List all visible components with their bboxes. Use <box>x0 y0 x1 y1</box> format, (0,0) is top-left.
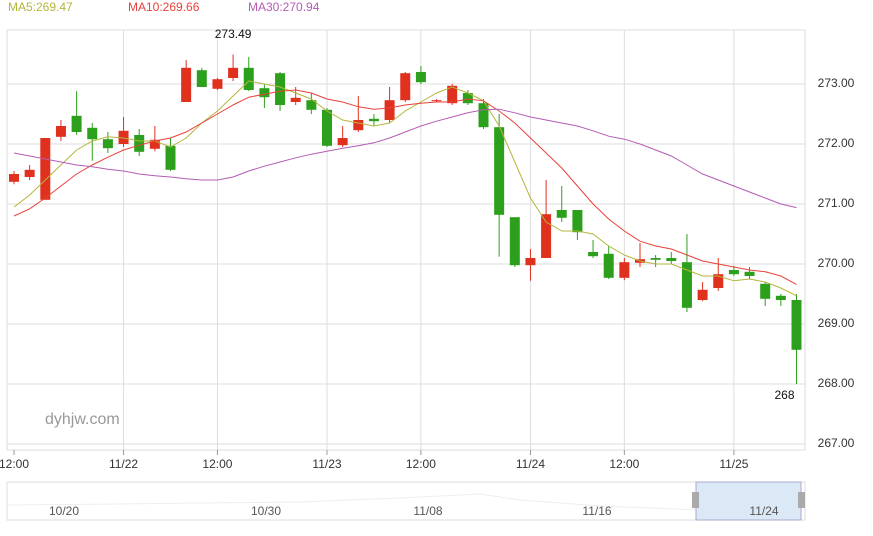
x-tick-label: 12:00 <box>609 457 639 471</box>
legend-entry: MA5:269.47 <box>8 0 73 14</box>
candle-body <box>494 127 505 215</box>
x-tick-label: 12:00 <box>406 457 436 471</box>
x-tick-label: 12:00 <box>0 457 29 471</box>
navigator-handle[interactable] <box>798 492 805 508</box>
candle-body <box>212 79 223 89</box>
candle-body <box>55 126 66 137</box>
x-tick-label: 11/24 <box>516 457 545 471</box>
candle-body <box>415 72 426 83</box>
candle-body <box>572 210 583 233</box>
ma-line <box>13 89 797 285</box>
navigator-handle[interactable] <box>692 492 699 508</box>
candle-body <box>337 138 348 146</box>
candle-body <box>588 252 599 257</box>
x-tick-label: 12:00 <box>202 457 232 471</box>
candle-body <box>713 274 724 288</box>
candle-body <box>353 120 364 131</box>
candle-body <box>259 88 270 98</box>
candle-body <box>681 262 692 308</box>
candle-body <box>478 103 489 128</box>
navigator-label: 10/30 <box>251 504 281 518</box>
navigator <box>6 481 806 521</box>
navigator-label: 11/24 <box>749 504 778 518</box>
ma-line <box>13 108 797 209</box>
legend-entry: MA30:270.94 <box>248 0 320 14</box>
x-tick-label: 11/23 <box>312 457 341 471</box>
y-tick-label: 267.00 <box>818 436 855 450</box>
candle-body <box>462 93 473 104</box>
navigator-line <box>6 493 801 515</box>
candle-body <box>744 271 755 276</box>
candle-body <box>9 174 19 182</box>
x-tick-label: 11/22 <box>109 457 138 471</box>
candle-body <box>228 67 239 78</box>
y-tick-label: 269.00 <box>818 316 855 330</box>
candle-body <box>447 85 458 104</box>
navigator-label: 11/16 <box>582 504 611 518</box>
candle-body <box>306 100 317 110</box>
legend-entry: MA10:269.66 <box>128 0 200 14</box>
candle-body <box>384 100 395 120</box>
candle-body <box>697 289 708 300</box>
navigator-label: 11/08 <box>413 504 442 518</box>
candle-body <box>149 139 160 149</box>
navigator-label: 10/20 <box>49 504 79 518</box>
candle-body <box>431 100 442 102</box>
watermark: dyhjw.com <box>45 411 120 428</box>
candle-body <box>541 214 552 258</box>
candle-body <box>525 258 536 266</box>
candle-body <box>666 258 677 261</box>
y-tick-label: 268.00 <box>818 376 855 390</box>
candle-body <box>400 73 411 101</box>
candle-body <box>87 127 98 140</box>
y-tick-label: 270.00 <box>818 256 855 270</box>
candle-body <box>196 70 207 87</box>
candle-body <box>290 97 301 102</box>
candle-body <box>760 283 771 299</box>
candle-body <box>728 270 739 275</box>
candle-body <box>275 73 286 105</box>
candle-body <box>322 109 332 146</box>
candle-body <box>775 295 786 300</box>
x-tick-label: 11/25 <box>719 457 748 471</box>
candle-body <box>102 139 113 149</box>
candle-body <box>40 138 51 200</box>
candle-body <box>118 130 129 144</box>
candle-body <box>619 262 630 278</box>
y-tick-label: 271.00 <box>818 196 855 210</box>
candle-body <box>509 217 520 266</box>
candle-body <box>71 115 82 132</box>
candle-body <box>791 300 802 350</box>
candle-body <box>243 67 254 90</box>
candle-body <box>181 67 192 102</box>
candle-body <box>603 253 614 278</box>
ma-line <box>13 80 797 297</box>
y-tick-label: 273.00 <box>818 76 855 90</box>
candle-body <box>165 145 176 170</box>
candle-body <box>650 258 661 260</box>
max-label: 273.49 <box>215 27 252 41</box>
navigator-window[interactable] <box>695 481 802 521</box>
y-tick-label: 272.00 <box>818 136 855 150</box>
candle-body <box>24 169 35 177</box>
min-label: 268 <box>774 388 794 402</box>
candle-body <box>134 135 145 152</box>
candle-body <box>556 210 567 218</box>
candle-body <box>368 118 379 122</box>
